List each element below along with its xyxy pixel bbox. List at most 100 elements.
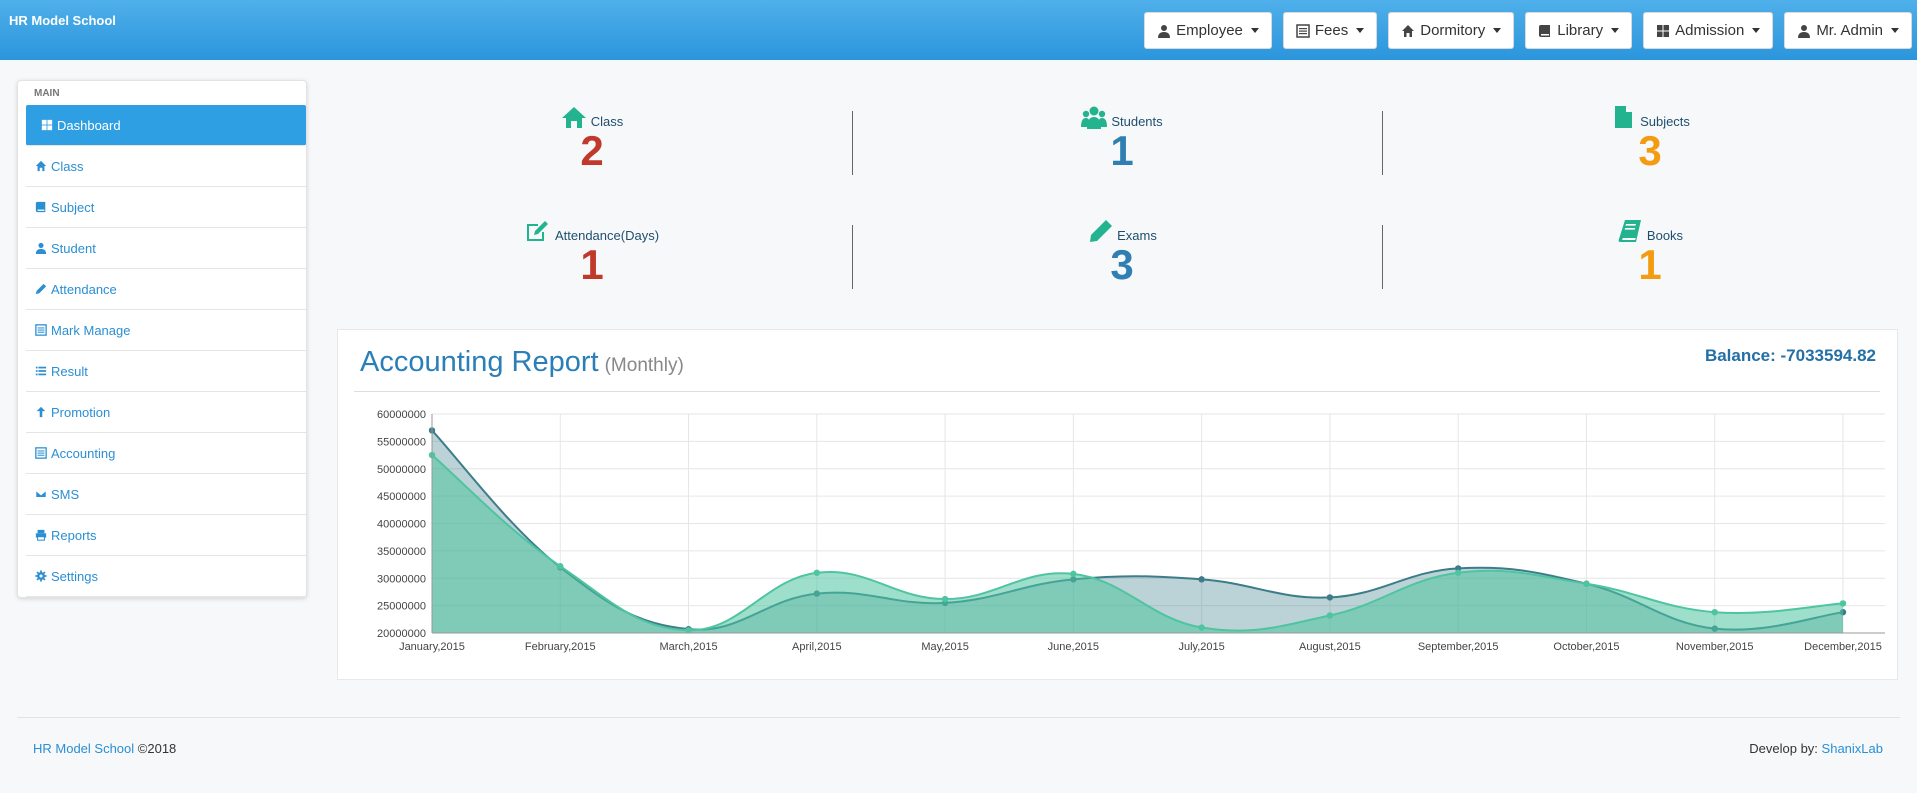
book-icon xyxy=(1618,220,1641,242)
data-point xyxy=(1198,624,1205,631)
stat-label: Exams xyxy=(1117,228,1157,243)
list-icon xyxy=(1296,23,1310,38)
divider xyxy=(1382,111,1383,175)
y-tick-label: 55000000 xyxy=(377,436,426,448)
sidebar-item-promotion[interactable]: Promotion xyxy=(26,392,306,433)
sidebar-item-subject[interactable]: Subject xyxy=(26,187,306,228)
sidebar-item-label: Mark Manage xyxy=(51,322,131,338)
user-icon xyxy=(1798,24,1811,38)
data-point xyxy=(1198,576,1205,583)
grid-icon xyxy=(1657,24,1670,37)
x-tick-label: April,2015 xyxy=(792,641,842,653)
sidebar-item-accounting[interactable]: Accounting xyxy=(26,433,306,474)
x-tick-label: August,2015 xyxy=(1299,641,1361,653)
caret-down-icon xyxy=(1611,28,1620,33)
data-point xyxy=(1711,608,1718,616)
sidebar-heading: MAIN xyxy=(34,88,60,99)
x-tick-label: May,2015 xyxy=(921,641,969,653)
admission-menu-button[interactable]: Admission xyxy=(1643,12,1774,49)
book-icon xyxy=(35,201,46,213)
sidebar-item-label: Settings xyxy=(51,568,98,584)
stat-label: Subjects xyxy=(1640,114,1690,129)
dormitory-menu-label: Dormitory xyxy=(1420,22,1486,39)
sidebar-item-dashboard[interactable]: Dashboard xyxy=(26,105,306,146)
arrow-up-icon xyxy=(36,406,46,418)
fees-menu-label: Fees xyxy=(1314,22,1349,39)
data-point xyxy=(685,627,692,634)
sidebar-item-student[interactable]: Student xyxy=(26,228,306,269)
sidebar-item-label: SMS xyxy=(51,486,80,502)
list-icon xyxy=(35,366,47,376)
footer-dev-prefix: Develop by: xyxy=(1749,741,1818,756)
brand-title[interactable]: HR Model School xyxy=(9,13,116,28)
y-tick-label: 60000000 xyxy=(377,409,426,421)
sidebar-item-attendance[interactable]: Attendance xyxy=(26,269,306,310)
report-title-text: Accounting Report xyxy=(360,346,599,378)
y-tick-label: 40000000 xyxy=(377,519,426,531)
sidebar-item-sms[interactable]: SMS xyxy=(26,474,306,515)
top-nav-menu: Employee Fees Dormitory Library Admissio… xyxy=(1144,12,1912,49)
panel-divider xyxy=(354,391,1880,392)
data-point xyxy=(557,563,564,570)
y-tick-label: 35000000 xyxy=(377,546,426,558)
list-icon xyxy=(35,447,47,459)
dormitory-menu-button[interactable]: Dormitory xyxy=(1388,12,1515,49)
footer-dev-link[interactable]: ShanixLab xyxy=(1821,741,1883,756)
stat-value: 1 xyxy=(1110,127,1134,174)
balance-value: Balance: -7033594.82 xyxy=(1704,346,1876,365)
library-menu-label: Library xyxy=(1557,22,1604,39)
sidebar-item-settings[interactable]: Settings xyxy=(26,556,306,597)
file-icon xyxy=(1615,106,1633,128)
sidebar-item-class[interactable]: Class xyxy=(26,146,306,187)
report-title: Accounting Report (Monthly) xyxy=(360,346,684,379)
accounting-report-panel: Accounting Report (Monthly) Balance: -703… xyxy=(337,329,1898,680)
caret-down-icon xyxy=(1250,28,1259,33)
caret-down-icon xyxy=(1891,28,1899,33)
sidebar-item-mark-manage[interactable]: Mark Manage xyxy=(26,310,306,351)
sidebar-item-reports[interactable]: Reports xyxy=(26,515,306,556)
divider xyxy=(1382,225,1383,289)
stat-value: 1 xyxy=(580,241,604,288)
divider xyxy=(852,111,853,175)
footer-brand-link[interactable]: HR Model School xyxy=(33,741,135,756)
pencil-icon xyxy=(1090,220,1113,242)
y-tick-label: 25000000 xyxy=(377,601,426,613)
sidebar-item-label: Class xyxy=(51,158,84,174)
library-menu-button[interactable]: Library xyxy=(1525,12,1633,49)
employee-menu-button[interactable]: Employee xyxy=(1144,12,1272,49)
user-icon xyxy=(35,242,47,254)
data-point xyxy=(813,569,821,576)
y-tick-label: 45000000 xyxy=(377,491,426,503)
stat-class: Class 2 xyxy=(462,103,722,173)
stat-attendance-days: Attendance(Days) 1 xyxy=(462,217,722,287)
footer-divider xyxy=(17,717,1900,718)
series-area xyxy=(432,455,1843,633)
footer-copyright-text: ©2018 xyxy=(137,741,177,756)
stat-value: 3 xyxy=(1110,241,1134,288)
y-tick-label: 30000000 xyxy=(377,573,426,585)
stat-label: Class xyxy=(590,114,624,129)
data-point xyxy=(1326,594,1334,601)
sidebar-item-label: Promotion xyxy=(51,404,111,420)
stat-exams: Exams 3 xyxy=(992,217,1252,287)
gear-icon xyxy=(35,570,47,582)
caret-down-icon xyxy=(1493,28,1502,33)
users-icon xyxy=(1081,106,1108,129)
sidebar-item-label: Accounting xyxy=(51,445,116,461)
report-subtitle: (Monthly) xyxy=(604,355,684,376)
x-tick-label: February,2015 xyxy=(525,641,596,653)
sidebar-item-label: Dashboard xyxy=(57,117,121,133)
envelope-icon xyxy=(35,490,47,498)
sidebar-item-result[interactable]: Result xyxy=(26,351,306,392)
y-tick-label: 20000000 xyxy=(377,628,426,640)
stat-subjects: Subjects 3 xyxy=(1520,103,1780,173)
footer-developer: Develop by: ShanixLab xyxy=(1749,741,1883,756)
data-point xyxy=(1070,570,1077,578)
admin-user-menu-button[interactable]: Mr. Admin xyxy=(1784,12,1912,49)
top-navbar: HR Model School Employee Fees Dormitory … xyxy=(0,0,1917,60)
stat-label: Students xyxy=(1111,114,1163,129)
data-point xyxy=(1326,612,1334,619)
caret-down-icon xyxy=(1356,28,1365,33)
series-line xyxy=(431,454,1844,632)
fees-menu-button[interactable]: Fees xyxy=(1282,12,1378,49)
